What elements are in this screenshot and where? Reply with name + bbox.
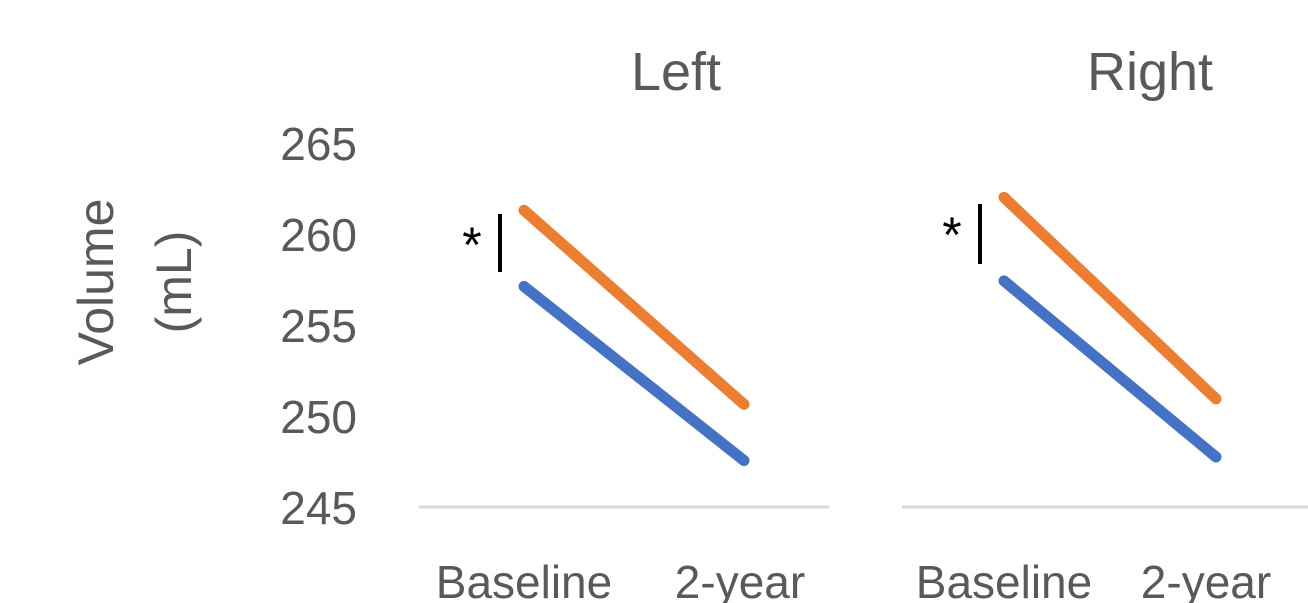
x-category-label: 2-year — [675, 556, 805, 603]
panel-right: Right Baseline 2-year * — [902, 42, 1308, 603]
y-axis-label-line-2: (mL) — [146, 231, 202, 334]
y-tick-label: 255 — [280, 300, 357, 352]
y-axis-label: Volume (mL) — [68, 199, 202, 366]
significance-marker: * — [942, 207, 961, 263]
y-axis-label-line-1: Volume — [68, 199, 124, 366]
panel-title: Right — [1087, 42, 1213, 102]
y-ticks: 265 260 255 250 245 — [280, 118, 357, 534]
series-line-blue — [998, 275, 1222, 463]
y-tick-label: 260 — [280, 209, 357, 261]
x-category-label: Baseline — [436, 556, 612, 603]
panel-title: Left — [631, 42, 721, 102]
y-tick-label: 250 — [280, 391, 357, 443]
y-tick-label: 245 — [280, 482, 357, 534]
series-line-blue — [518, 280, 750, 467]
series-line-orange — [518, 204, 750, 410]
y-tick-label: 265 — [280, 118, 357, 170]
x-category-label: Baseline — [916, 556, 1092, 603]
significance-marker: * — [462, 217, 481, 273]
panel-left: Left Baseline 2-year * — [419, 42, 829, 603]
x-category-label: 2-year — [1141, 556, 1271, 603]
series-line-orange — [998, 191, 1222, 405]
